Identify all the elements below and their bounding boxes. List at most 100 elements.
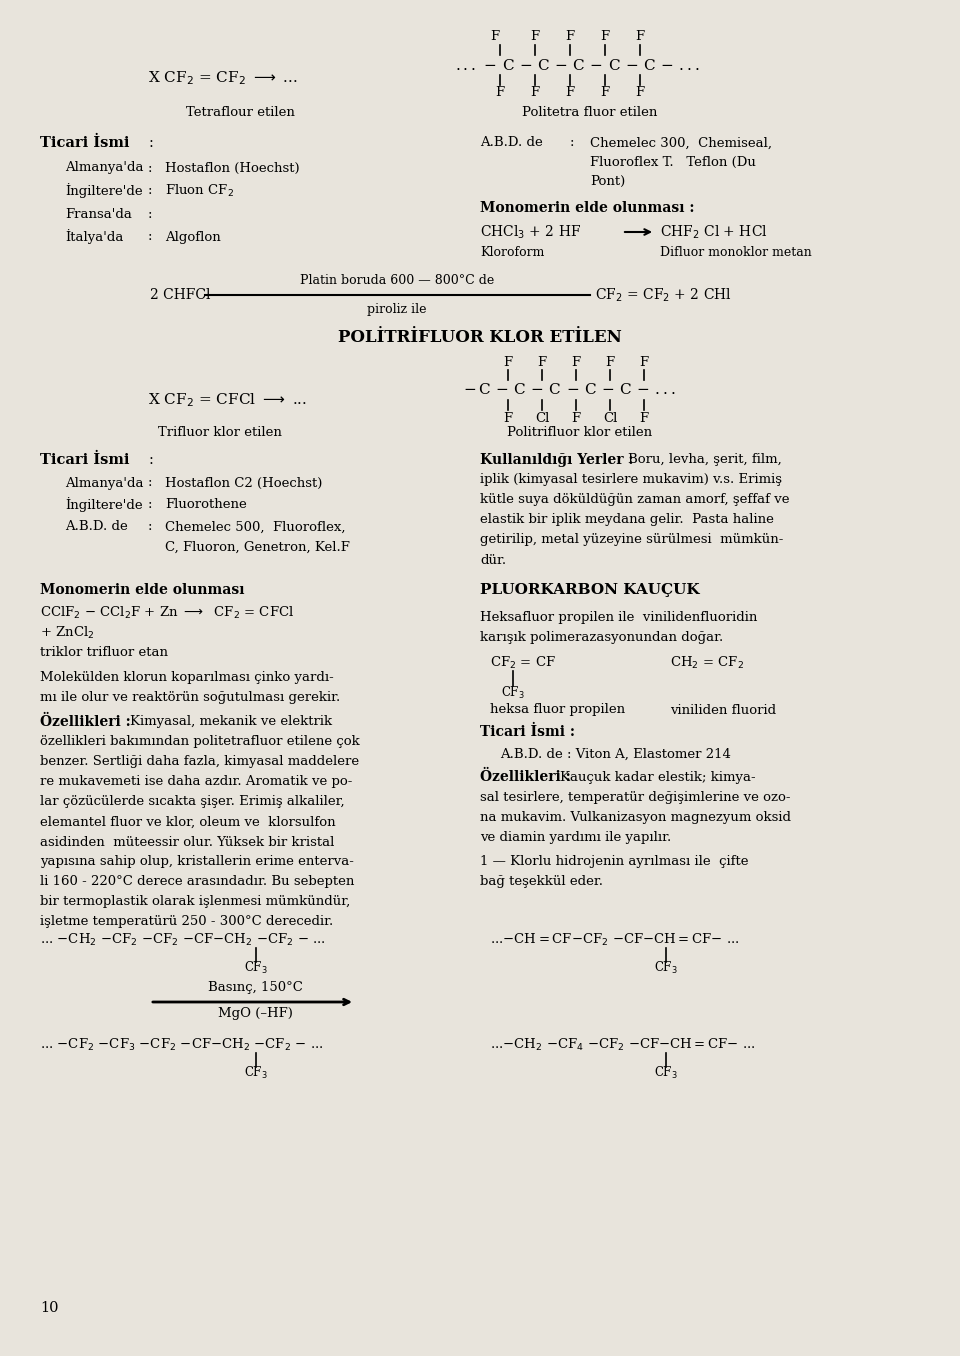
Text: asidinden  müteessir olur. Yüksek bir kristal: asidinden müteessir olur. Yüksek bir kri… — [40, 835, 334, 849]
Text: C, Fluoron, Genetron, Kel.F: C, Fluoron, Genetron, Kel.F — [165, 541, 349, 553]
Text: Kloroform: Kloroform — [480, 245, 544, 259]
Text: F: F — [636, 30, 644, 43]
Text: Tetraflour etilen: Tetraflour etilen — [185, 106, 295, 118]
Text: F: F — [600, 87, 610, 99]
Text: 10: 10 — [40, 1300, 59, 1315]
Text: F: F — [503, 411, 513, 424]
Text: F: F — [531, 30, 540, 43]
Text: dür.: dür. — [480, 553, 506, 567]
Text: A.B.D. de : Viton A, Elastomer 214: A.B.D. de : Viton A, Elastomer 214 — [500, 747, 731, 761]
Text: CHF$_2$ Cl + HCl: CHF$_2$ Cl + HCl — [660, 224, 768, 241]
Text: benzer. Sertliği daha fazla, kimyasal maddelere: benzer. Sertliği daha fazla, kimyasal ma… — [40, 755, 359, 769]
Text: lar çözücülerde sıcakta şişer. Erimiş alkaliler,: lar çözücülerde sıcakta şişer. Erimiş al… — [40, 796, 345, 808]
Text: :: : — [148, 161, 153, 175]
Text: :: : — [148, 499, 153, 511]
Text: CF$_3$: CF$_3$ — [244, 960, 268, 976]
Text: ...$-$CH$_2$ $-$CF$_4$ $-$CF$_2$ $-$CF$-$CH$=$CF$-$ ...: ...$-$CH$_2$ $-$CF$_4$ $-$CF$_2$ $-$CF$-… — [490, 1037, 756, 1054]
Text: Monomerin elde olunması :: Monomerin elde olunması : — [480, 201, 694, 216]
Text: MgO (–HF): MgO (–HF) — [218, 1008, 293, 1021]
Text: Fransa'da: Fransa'da — [65, 207, 132, 221]
Text: heksa fluor propilen: heksa fluor propilen — [490, 704, 625, 716]
Text: Ticari İsmi :: Ticari İsmi : — [480, 725, 575, 739]
Text: 1 — Klorlu hidrojenin ayrılması ile  çifte: 1 — Klorlu hidrojenin ayrılması ile çift… — [480, 856, 749, 868]
Text: :: : — [148, 521, 153, 533]
Text: İngiltere'de: İngiltere'de — [65, 498, 143, 513]
Text: Algoflon: Algoflon — [165, 231, 221, 244]
Text: Fluorothene: Fluorothene — [165, 499, 247, 511]
Text: Chemelec 300,  Chemiseal,: Chemelec 300, Chemiseal, — [590, 137, 772, 149]
Text: F: F — [600, 30, 610, 43]
Text: na mukavim. Vulkanizasyon magnezyum oksid: na mukavim. Vulkanizasyon magnezyum oksi… — [480, 811, 791, 823]
Text: ... $-$CF$_2$ $-$CF$_3$ $-$CF$_2$ $-$CF$-$CH$_2$ $-$CF$_2$ $-$ ...: ... $-$CF$_2$ $-$CF$_3$ $-$CF$_2$ $-$CF$… — [40, 1037, 324, 1054]
Text: Almanya'da: Almanya'da — [65, 476, 143, 490]
Text: F: F — [538, 355, 546, 369]
Text: F: F — [565, 87, 575, 99]
Text: Fluoroflex T.   Teflon (Du: Fluoroflex T. Teflon (Du — [590, 156, 756, 168]
Text: ...$-$CH$=$CF$-$CF$_2$ $-$CF$-$CH$=$CF$-$ ...: ...$-$CH$=$CF$-$CF$_2$ $-$CF$-$CH$=$CF$-… — [490, 932, 739, 948]
Text: :: : — [148, 207, 153, 221]
Text: CF$_3$: CF$_3$ — [654, 960, 678, 976]
Text: İngiltere'de: İngiltere'de — [65, 183, 143, 198]
Text: Ticari İsmi: Ticari İsmi — [40, 136, 130, 151]
Text: :: : — [148, 476, 153, 490]
Text: yapısına sahip olup, kristallerin erime enterva-: yapısına sahip olup, kristallerin erime … — [40, 856, 354, 868]
Text: POLİTRİFLUOR KLOR ETİLEN: POLİTRİFLUOR KLOR ETİLEN — [338, 330, 622, 347]
Text: Heksafluor propilen ile  vinilidenfluoridin: Heksafluor propilen ile vinilidenfluorid… — [480, 612, 757, 625]
Text: Almanya'da: Almanya'da — [65, 161, 143, 175]
Text: Difluor monoklor metan: Difluor monoklor metan — [660, 245, 812, 259]
Text: özellikleri bakımından politetrafluor etilene çok: özellikleri bakımından politetrafluor et… — [40, 735, 360, 749]
Text: işletme temperatürü 250 - 300°C derecedir.: işletme temperatürü 250 - 300°C derecedi… — [40, 915, 333, 929]
Text: Fluon CF$_2$: Fluon CF$_2$ — [165, 183, 234, 199]
Text: elastik bir iplik meydana gelir.  Pasta haline: elastik bir iplik meydana gelir. Pasta h… — [480, 514, 774, 526]
Text: F: F — [571, 355, 581, 369]
Text: PLUORKARBON KAUÇUK: PLUORKARBON KAUÇUK — [480, 583, 700, 597]
Text: Trifluor klor etilen: Trifluor klor etilen — [158, 426, 282, 438]
Text: kütle suya döküldüğün zaman amorf, şeffaf ve: kütle suya döküldüğün zaman amorf, şeffa… — [480, 494, 789, 507]
Text: A.B.D. de: A.B.D. de — [480, 137, 542, 149]
Text: F: F — [639, 355, 649, 369]
Text: li 160 - 220°C derece arasındadır. Bu sebepten: li 160 - 220°C derece arasındadır. Bu se… — [40, 876, 354, 888]
Text: $-\,$C$\,-\,$C$\,-\,$C$\,-\,$C$\,-\,$C$\,-\,...$: $-\,$C$\,-\,$C$\,-\,$C$\,-\,$C$\,-\,$C$\… — [463, 382, 676, 397]
Text: Boru, levha, şerit, film,: Boru, levha, şerit, film, — [628, 453, 781, 466]
Text: F: F — [491, 30, 499, 43]
Text: bir termoplastik olarak işlenmesi mümkündür,: bir termoplastik olarak işlenmesi mümkün… — [40, 895, 350, 909]
Text: Ticari İsmi: Ticari İsmi — [40, 453, 130, 466]
Text: F: F — [531, 87, 540, 99]
Text: Monomerin elde olunması: Monomerin elde olunması — [40, 583, 245, 597]
Text: viniliden fluorid: viniliden fluorid — [670, 704, 776, 716]
Text: Politetra fluor etilen: Politetra fluor etilen — [522, 106, 658, 118]
Text: :: : — [148, 136, 153, 151]
Text: F: F — [503, 355, 513, 369]
Text: F: F — [495, 87, 505, 99]
Text: karışık polimerazasyonundan doğar.: karışık polimerazasyonundan doğar. — [480, 632, 723, 644]
Text: CF$_2$ = CF$_2$ + 2 CHl: CF$_2$ = CF$_2$ + 2 CHl — [595, 286, 732, 304]
Text: elemantel fluor ve klor, oleum ve  klorsulfon: elemantel fluor ve klor, oleum ve klorsu… — [40, 815, 336, 829]
Text: X CF$_2$ = CFCl $\longrightarrow$ ...: X CF$_2$ = CFCl $\longrightarrow$ ... — [148, 391, 307, 410]
Text: F: F — [636, 87, 644, 99]
Text: Basınç, 150°C: Basınç, 150°C — [207, 982, 302, 994]
Text: :: : — [148, 231, 153, 244]
Text: ... $-$CH$_2$ $-$CF$_2$ $-$CF$_2$ $-$CF$-$CH$_2$ $-$CF$_2$ $-$ ...: ... $-$CH$_2$ $-$CF$_2$ $-$CF$_2$ $-$CF$… — [40, 932, 325, 948]
Text: Hostaflon (Hoechst): Hostaflon (Hoechst) — [165, 161, 300, 175]
Text: Platin boruda 600 — 800°C de: Platin boruda 600 — 800°C de — [300, 274, 494, 287]
Text: CF$_3$: CF$_3$ — [654, 1064, 678, 1081]
Text: mı ile olur ve reaktörün soğutulması gerekir.: mı ile olur ve reaktörün soğutulması ger… — [40, 692, 340, 705]
Text: getirilip, metal yüzeyine sürülmesi  mümkün-: getirilip, metal yüzeyine sürülmesi mümk… — [480, 533, 783, 546]
Text: re mukavemeti ise daha azdır. Aromatik ve po-: re mukavemeti ise daha azdır. Aromatik v… — [40, 776, 352, 788]
Text: İtalya'da: İtalya'da — [65, 229, 124, 244]
Text: F: F — [606, 355, 614, 369]
Text: Özellikleri :: Özellikleri : — [480, 770, 571, 784]
Text: F: F — [571, 411, 581, 424]
Text: F: F — [639, 411, 649, 424]
Text: CHCl$_3$ + 2 HF: CHCl$_3$ + 2 HF — [480, 224, 581, 241]
Text: piroliz ile: piroliz ile — [368, 302, 427, 316]
Text: Chemelec 500,  Fluoroflex,: Chemelec 500, Fluoroflex, — [165, 521, 346, 533]
Text: Özellikleri :: Özellikleri : — [40, 715, 131, 730]
Text: CH$_2$ = CF$_2$: CH$_2$ = CF$_2$ — [670, 655, 744, 671]
Text: bağ teşekkül eder.: bağ teşekkül eder. — [480, 876, 603, 888]
Text: Pont): Pont) — [590, 175, 625, 187]
Text: CF$_3$: CF$_3$ — [501, 685, 525, 701]
Text: :: : — [148, 453, 153, 466]
Text: Cl: Cl — [603, 411, 617, 424]
Text: CClF$_2$ $-$ CCl$_2$F + Zn $\longrightarrow$  CF$_2$ = CFCl: CClF$_2$ $-$ CCl$_2$F + Zn $\longrightar… — [40, 605, 295, 621]
